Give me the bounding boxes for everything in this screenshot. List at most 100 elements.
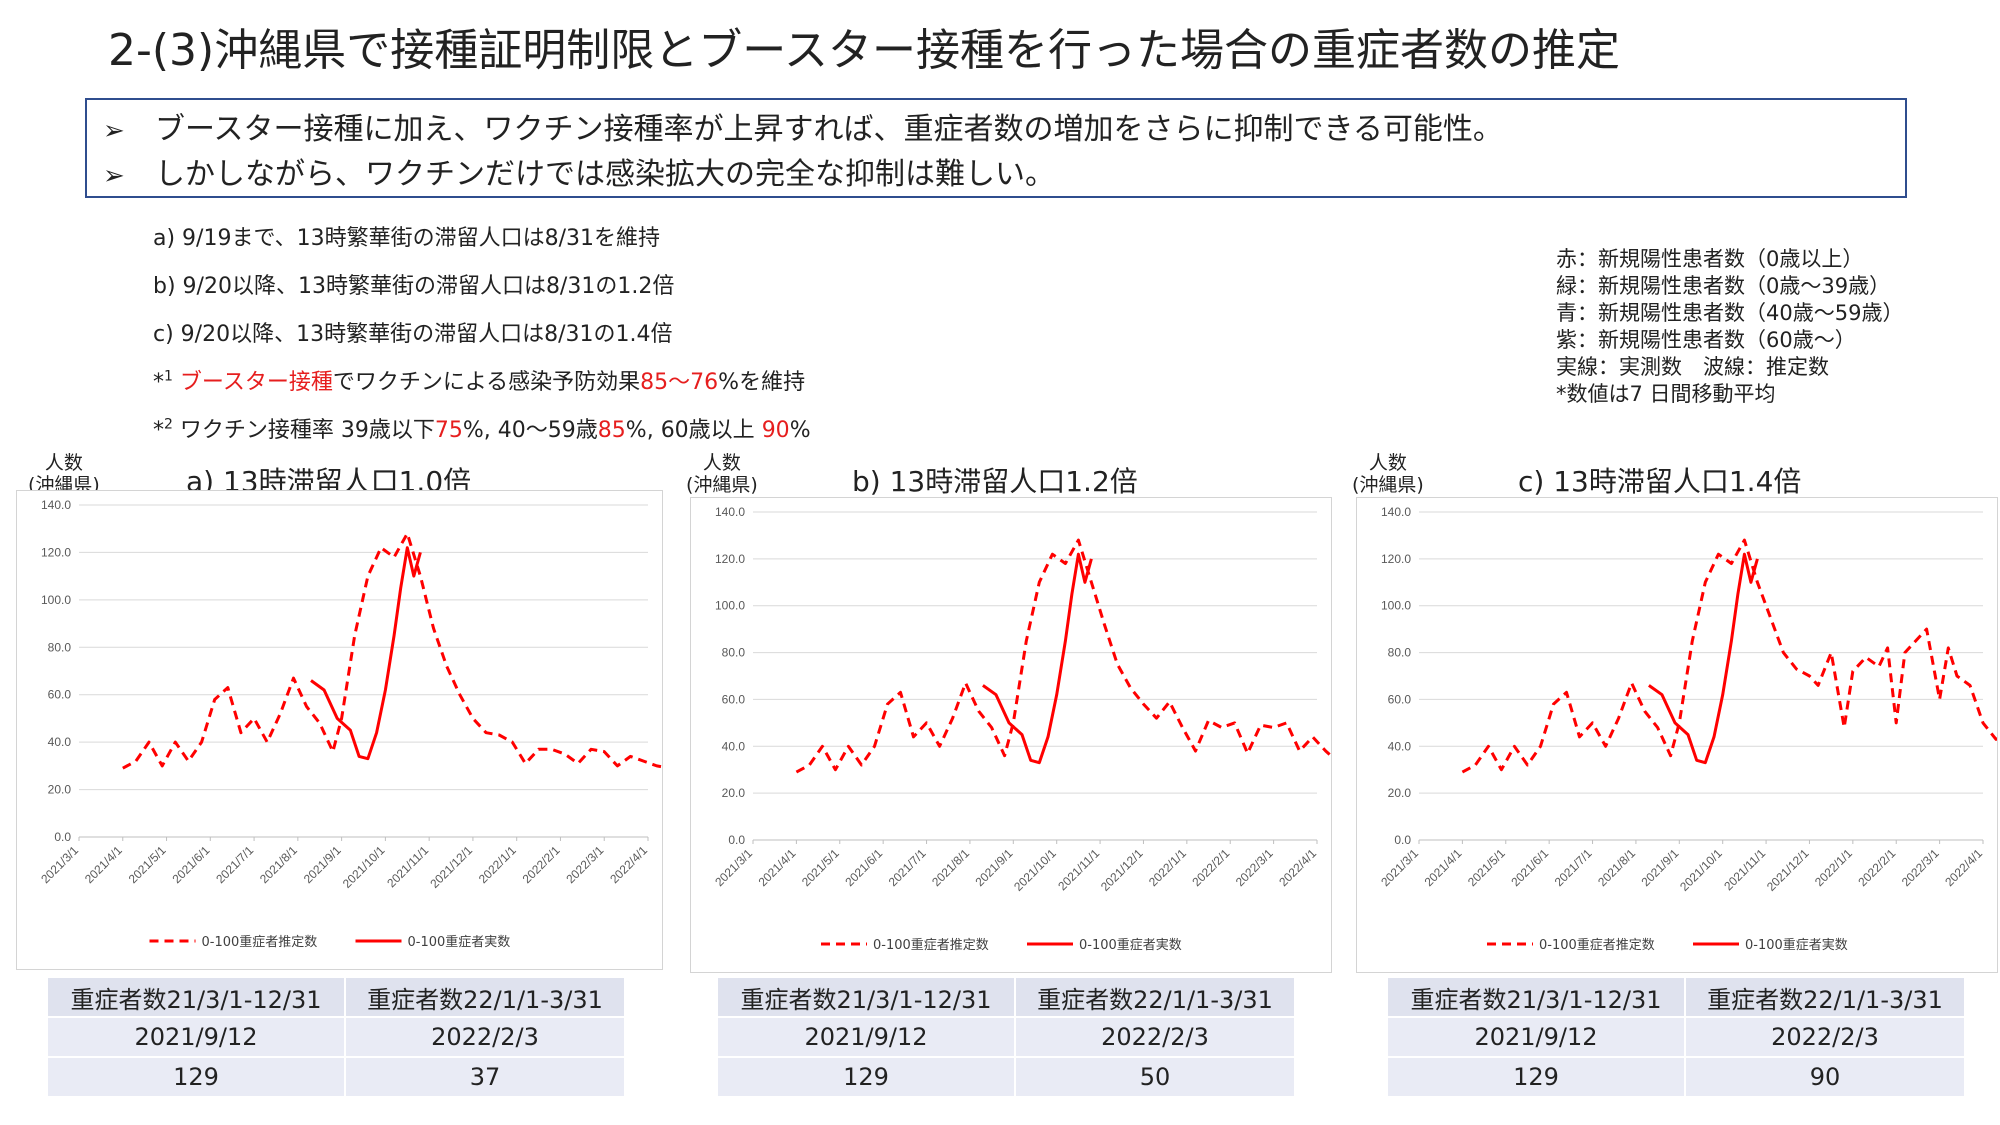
x-tick-label: 2021/11/1 [384, 843, 431, 890]
y-tick-label: 80.0 [1388, 646, 1412, 660]
x-tick-label: 2021/7/1 [886, 846, 929, 889]
x-tick-label: 2021/12/1 [1764, 846, 1812, 894]
x-tick-label: 2021/9/1 [1638, 846, 1681, 889]
y-tick-label: 0.0 [1394, 833, 1411, 847]
x-tick-label: 2021/5/1 [126, 843, 169, 886]
y-tick-label: 60.0 [1388, 692, 1412, 706]
page-title: 2-(3)沖縄県で接種証明制限とブースター接種を行った場合の重症者数の推定 [108, 25, 1620, 76]
bullet-text: しかしながら、ワクチンだけでは感染拡大の完全な抑制は難しい。 [155, 157, 1055, 192]
x-tick-label: 2021/6/1 [1508, 846, 1551, 889]
x-tick-label: 2022/3/1 [1233, 846, 1276, 889]
x-tick-label: 2022/4/1 [607, 843, 650, 886]
table-cell: 129 [48, 1058, 344, 1096]
y-tick-label: 140.0 [715, 505, 745, 519]
table-cell: 2021/9/12 [1388, 1018, 1684, 1056]
x-tick-label: 2021/3/1 [712, 846, 755, 889]
x-tick-label: 2021/3/1 [38, 843, 81, 886]
y-axis-label: 人数 (沖縄県) [686, 452, 758, 496]
x-tick-label: 2021/11/1 [1721, 846, 1768, 893]
x-tick-label: 2021/3/1 [1378, 846, 1421, 889]
summary-box: ➢ ブースター接種に加え、ワクチン接種率が上昇すれば、重症者数の増加をさらに抑制で… [85, 98, 1907, 198]
summary-table-c: 重症者数21/3/1-12/31 重症者数22/1/1-3/31 2021/9/1… [1386, 976, 1966, 1098]
x-tick-label: 2022/4/1 [1942, 846, 1985, 889]
legend-label-estimated: 0-100重症者推定数 [873, 937, 989, 953]
y-axis-label: 人数 (沖縄県) [1352, 452, 1424, 496]
y-tick-label: 60.0 [48, 688, 72, 702]
table-cell: 2022/2/3 [345, 1018, 624, 1056]
scenario-a: a) 9/19まで、13時繁華街の滞留人口は8/31を維持 [153, 226, 660, 251]
table-cell: 2021/9/12 [718, 1018, 1014, 1056]
y-tick-label: 120.0 [715, 552, 745, 566]
table-cell: 37 [345, 1058, 624, 1096]
actual-series-line [310, 546, 422, 761]
table-header: 重症者数21/3/1-12/31 [48, 978, 344, 1016]
x-tick-label: 2021/10/1 [1011, 846, 1059, 894]
panel-c-title: c) 13時滞留人口1.4倍 [1518, 465, 1802, 498]
summary-bullet-1: ➢ ブースター接種に加え、ワクチン接種率が上昇すれば、重症者数の増加をさらに抑制で… [103, 108, 1905, 153]
chart-panel-b: 0.0 20.0 40.0 60.0 80.0 100.0 120.0 140.0 2021/3… [690, 497, 1332, 973]
table-header: 重症者数21/3/1-12/31 [1388, 978, 1684, 1016]
chart-panel-a: 0.0 20.0 40.0 60.0 80.0 100.0 120.0 140.0 2021/3… [16, 490, 663, 970]
x-tick-label: 2021/4/1 [82, 843, 125, 886]
actual-series-line [982, 552, 1093, 765]
estimated-series-line [795, 538, 1331, 774]
y-tick-label: 100.0 [41, 593, 71, 607]
x-tick-label: 2021/9/1 [301, 843, 344, 886]
x-tick-label: 2021/11/1 [1055, 846, 1102, 893]
x-tick-label: 2021/6/1 [169, 843, 212, 886]
scenario-b: b) 9/20以降、13時繁華街の滞留人口は8/31の1.2倍 [153, 274, 675, 299]
y-tick-label: 80.0 [48, 640, 72, 654]
chart-svg: 0.0 20.0 40.0 60.0 80.0 100.0 120.0 140.0 2021/3… [1378, 505, 1997, 953]
x-tick-label: 2021/7/1 [1552, 846, 1595, 889]
scenario-c: c) 9/20以降、13時繁華街の滞留人口は8/31の1.4倍 [153, 322, 673, 347]
x-tick-label: 2021/8/1 [929, 846, 972, 889]
x-tick-label: 2022/2/1 [520, 843, 563, 886]
y-tick-label: 40.0 [722, 739, 746, 753]
summary-table-a: 重症者数21/3/1-12/31 重症者数22/1/1-3/31 2021/9/1… [46, 976, 626, 1098]
bullet-arrow-icon: ➢ [103, 161, 125, 191]
legend-label-actual: 0-100重症者実数 [1745, 937, 1848, 953]
x-tick-label: 2022/3/1 [1899, 846, 1942, 889]
summary-table-b: 重症者数21/3/1-12/31 重症者数22/1/1-3/31 2021/9/1… [716, 976, 1296, 1098]
summary-bullet-2: ➢ しかしながら、ワクチンだけでは感染拡大の完全な抑制は難しい。 [103, 153, 1905, 198]
chart-svg: 0.0 20.0 40.0 60.0 80.0 100.0 120.0 140.0 2021/3… [38, 498, 662, 950]
note-vaccination-rate: *2 ワクチン接種率 39歳以下75%, 40〜59歳85%, 60歳以上 90… [153, 416, 811, 443]
bullet-arrow-icon: ➢ [103, 116, 125, 146]
x-tick-label: 2021/9/1 [972, 846, 1015, 889]
x-tick-label: 2021/7/1 [213, 843, 256, 886]
y-tick-label: 0.0 [54, 830, 71, 844]
x-tick-label: 2022/1/1 [1812, 846, 1855, 889]
legend-label-estimated: 0-100重症者推定数 [1539, 937, 1655, 953]
y-tick-label: 60.0 [722, 692, 746, 706]
y-tick-label: 120.0 [41, 545, 71, 559]
y-tick-label: 120.0 [1381, 552, 1411, 566]
note-booster: *1 ブースター接種でワクチンによる感染予防効果85〜76%を維持 [153, 368, 806, 395]
x-tick-label: 2021/6/1 [842, 846, 885, 889]
y-tick-label: 80.0 [722, 646, 746, 660]
x-tick-label: 2021/12/1 [427, 843, 475, 891]
panel-b-title: b) 13時滞留人口1.2倍 [852, 465, 1138, 498]
table-cell: 2022/2/3 [1015, 1018, 1294, 1056]
table-header: 重症者数22/1/1-3/31 [345, 978, 624, 1016]
table-cell: 2022/2/3 [1685, 1018, 1964, 1056]
x-tick-label: 2021/10/1 [1677, 846, 1725, 894]
legend-label-actual: 0-100重症者実数 [1079, 937, 1182, 953]
chart-svg: 0.0 20.0 40.0 60.0 80.0 100.0 120.0 140.0 2021/3… [712, 505, 1331, 953]
y-tick-label: 140.0 [1381, 505, 1411, 519]
x-tick-label: 2021/8/1 [257, 843, 300, 886]
x-tick-label: 2022/1/1 [476, 843, 519, 886]
table-cell: 129 [718, 1058, 1014, 1096]
table-header: 重症者数22/1/1-3/31 [1015, 978, 1294, 1016]
y-tick-label: 20.0 [48, 783, 72, 797]
table-header: 重症者数22/1/1-3/31 [1685, 978, 1964, 1016]
y-tick-label: 20.0 [722, 786, 746, 800]
chart-panel-c: 0.0 20.0 40.0 60.0 80.0 100.0 120.0 140.0 2021/3… [1356, 497, 1998, 973]
x-tick-label: 2022/4/1 [1276, 846, 1319, 889]
actual-series-line [1648, 552, 1759, 765]
x-tick-label: 2021/12/1 [1098, 846, 1146, 894]
x-tick-label: 2021/5/1 [799, 846, 842, 889]
x-tick-label: 2022/3/1 [563, 843, 606, 886]
legend-label-actual: 0-100重症者実数 [408, 934, 511, 950]
y-tick-label: 100.0 [1381, 599, 1411, 613]
table-cell: 90 [1685, 1058, 1964, 1096]
